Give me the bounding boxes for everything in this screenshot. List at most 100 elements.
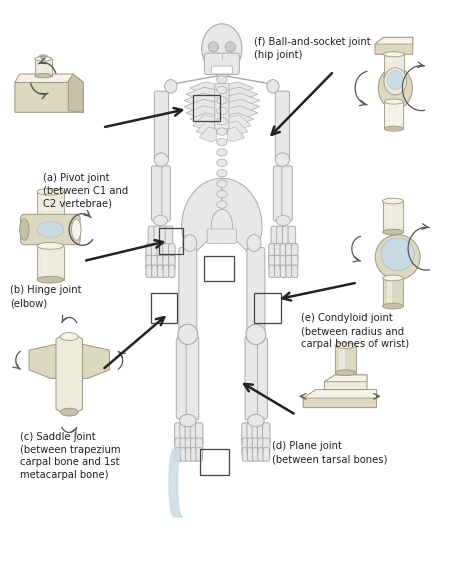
Polygon shape [186, 106, 216, 120]
FancyBboxPatch shape [388, 55, 393, 76]
Polygon shape [192, 115, 216, 130]
FancyBboxPatch shape [191, 438, 198, 454]
FancyBboxPatch shape [180, 438, 187, 454]
FancyBboxPatch shape [169, 265, 175, 277]
Ellipse shape [247, 234, 261, 251]
FancyBboxPatch shape [383, 278, 403, 306]
FancyBboxPatch shape [154, 226, 161, 246]
Ellipse shape [217, 190, 227, 198]
Ellipse shape [208, 42, 219, 52]
FancyBboxPatch shape [263, 423, 270, 444]
FancyBboxPatch shape [204, 53, 239, 75]
FancyBboxPatch shape [42, 193, 49, 231]
Polygon shape [228, 87, 258, 101]
FancyBboxPatch shape [157, 255, 164, 269]
FancyBboxPatch shape [247, 247, 265, 331]
FancyBboxPatch shape [387, 202, 392, 231]
Ellipse shape [383, 229, 403, 235]
FancyBboxPatch shape [152, 166, 162, 221]
Ellipse shape [72, 219, 81, 240]
Ellipse shape [275, 153, 290, 167]
Ellipse shape [384, 126, 403, 131]
FancyBboxPatch shape [269, 265, 275, 277]
Ellipse shape [217, 170, 227, 177]
Ellipse shape [35, 56, 52, 61]
FancyBboxPatch shape [286, 255, 292, 269]
FancyBboxPatch shape [37, 246, 64, 280]
Polygon shape [228, 82, 254, 94]
FancyBboxPatch shape [288, 226, 296, 246]
FancyBboxPatch shape [277, 226, 284, 246]
FancyBboxPatch shape [242, 438, 249, 454]
FancyBboxPatch shape [263, 438, 270, 454]
Polygon shape [15, 82, 83, 112]
FancyBboxPatch shape [35, 59, 52, 76]
Ellipse shape [217, 138, 227, 146]
FancyBboxPatch shape [286, 244, 292, 259]
Ellipse shape [37, 188, 64, 195]
Polygon shape [228, 127, 245, 142]
FancyBboxPatch shape [180, 447, 187, 461]
Ellipse shape [154, 215, 167, 225]
Ellipse shape [19, 219, 29, 240]
FancyBboxPatch shape [274, 244, 281, 259]
Ellipse shape [178, 324, 198, 345]
FancyBboxPatch shape [292, 265, 298, 277]
Ellipse shape [276, 215, 291, 225]
FancyBboxPatch shape [247, 447, 254, 461]
Ellipse shape [217, 159, 227, 167]
FancyBboxPatch shape [242, 447, 249, 461]
Polygon shape [303, 390, 376, 407]
FancyBboxPatch shape [38, 60, 42, 75]
FancyBboxPatch shape [185, 447, 192, 461]
Text: (c) Saddle joint
(between trapezium
carpal bone and 1st
metacarpal bone): (c) Saddle joint (between trapezium carp… [19, 432, 120, 480]
Text: (a) Pivot joint
(between C1 and
C2 vertebrae): (a) Pivot joint (between C1 and C2 verte… [43, 172, 128, 208]
Ellipse shape [217, 201, 227, 208]
FancyBboxPatch shape [269, 244, 275, 259]
Ellipse shape [384, 99, 403, 104]
FancyBboxPatch shape [283, 226, 290, 246]
FancyBboxPatch shape [37, 192, 64, 232]
Polygon shape [190, 113, 216, 125]
FancyBboxPatch shape [339, 347, 345, 372]
Ellipse shape [387, 71, 403, 90]
Ellipse shape [217, 97, 227, 104]
Ellipse shape [211, 209, 233, 243]
FancyBboxPatch shape [280, 255, 287, 269]
FancyBboxPatch shape [42, 247, 49, 279]
Polygon shape [29, 344, 109, 379]
Text: (e) Condyloid joint
(between radius and
carpal bones of wrist): (e) Condyloid joint (between radius and … [301, 314, 409, 349]
Ellipse shape [247, 414, 264, 427]
Polygon shape [68, 74, 83, 112]
FancyBboxPatch shape [286, 265, 292, 277]
FancyBboxPatch shape [183, 337, 199, 420]
FancyBboxPatch shape [207, 229, 237, 244]
FancyBboxPatch shape [292, 255, 298, 269]
FancyBboxPatch shape [175, 447, 182, 461]
FancyBboxPatch shape [175, 438, 182, 454]
Ellipse shape [217, 76, 227, 83]
Text: (d) Plane joint
(between tarsal bones): (d) Plane joint (between tarsal bones) [273, 441, 388, 464]
Polygon shape [186, 87, 216, 101]
FancyBboxPatch shape [258, 447, 264, 461]
FancyBboxPatch shape [185, 438, 192, 454]
Ellipse shape [60, 333, 78, 341]
Polygon shape [228, 93, 260, 108]
FancyBboxPatch shape [163, 255, 169, 269]
Ellipse shape [217, 128, 227, 135]
FancyBboxPatch shape [20, 214, 80, 245]
FancyBboxPatch shape [275, 91, 290, 160]
Ellipse shape [41, 56, 46, 59]
FancyBboxPatch shape [168, 244, 175, 259]
Polygon shape [375, 37, 413, 54]
Polygon shape [228, 115, 251, 130]
FancyBboxPatch shape [190, 423, 198, 444]
FancyBboxPatch shape [292, 244, 298, 259]
Polygon shape [56, 334, 82, 415]
FancyBboxPatch shape [388, 103, 393, 128]
Polygon shape [303, 390, 376, 398]
FancyBboxPatch shape [280, 265, 286, 277]
FancyBboxPatch shape [216, 64, 228, 76]
FancyBboxPatch shape [335, 346, 356, 373]
Ellipse shape [217, 107, 227, 115]
